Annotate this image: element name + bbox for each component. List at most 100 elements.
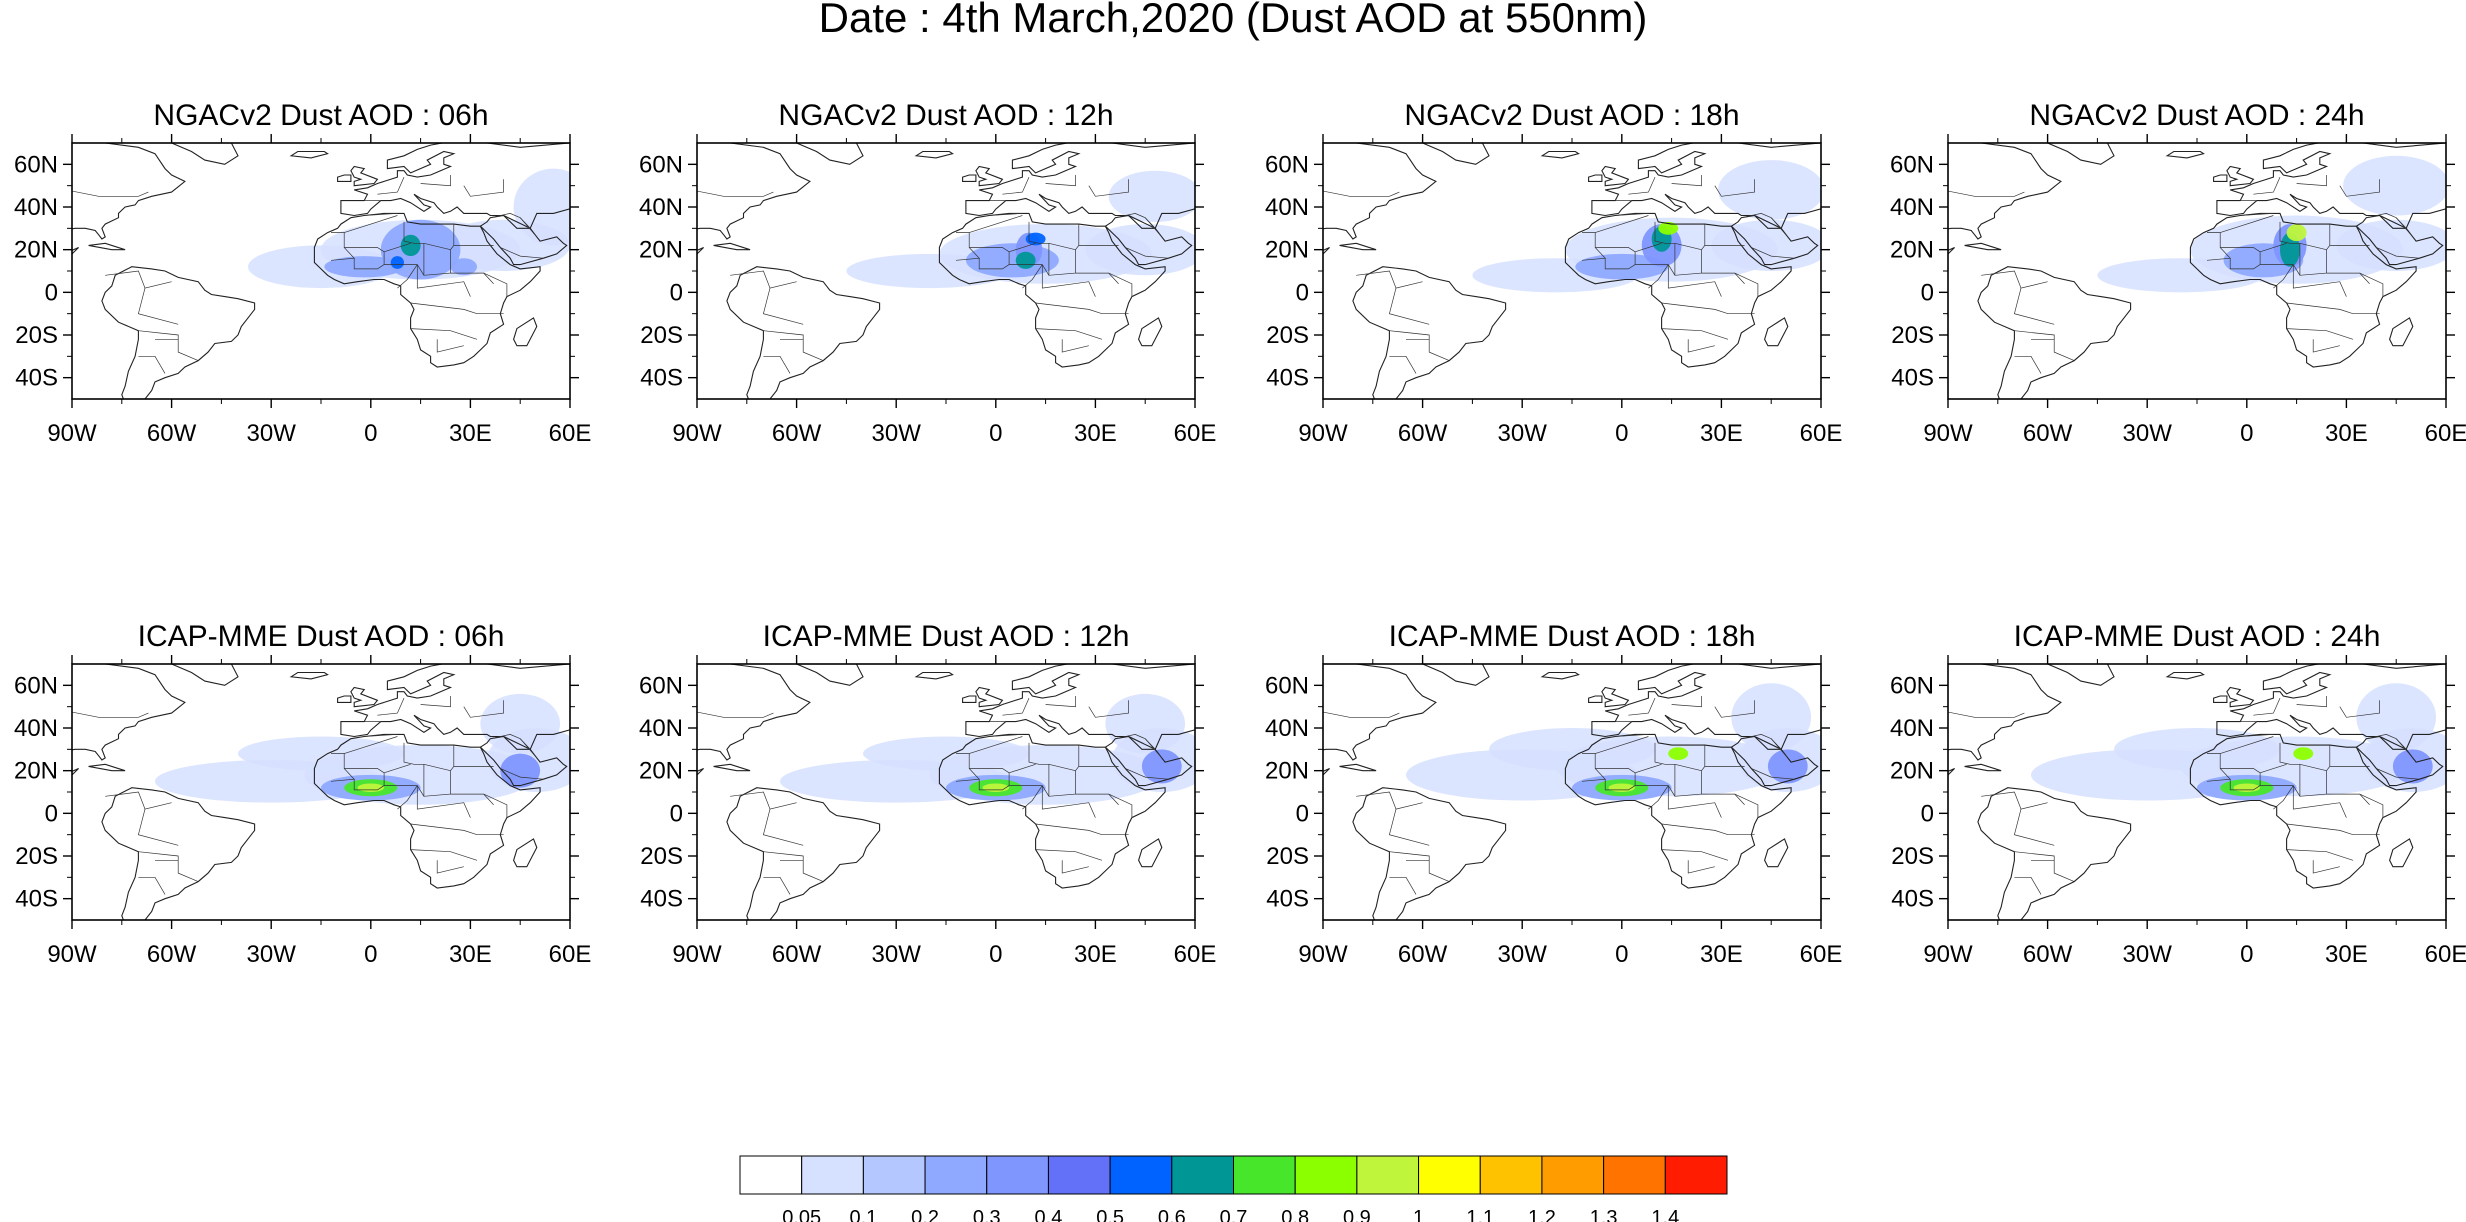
coastline-uk: [350, 686, 379, 708]
coastline-cuba: [88, 763, 126, 772]
colorbar-label: 0.7: [1220, 1207, 1248, 1222]
country-border: [763, 851, 824, 882]
country-border: [397, 785, 418, 810]
country-border: [1035, 302, 1129, 315]
country-border: [1667, 785, 1722, 818]
coastline-uk: [2226, 165, 2255, 187]
coastline-greenland: [796, 664, 864, 686]
coastline-greenland: [171, 143, 239, 165]
coastline-europe: [2216, 143, 2446, 229]
coastlines: [72, 143, 570, 399]
coastline-cuba: [1339, 242, 1377, 251]
aod-contour: [1668, 747, 1689, 760]
map-area: [1948, 143, 2446, 399]
coastline-ireland: [337, 695, 352, 703]
lat-tick-label: 0: [45, 279, 58, 306]
lat-tick-label: 40N: [14, 194, 58, 221]
lon-tick-label: 60W: [2023, 420, 2073, 447]
country-border: [1734, 272, 1759, 297]
country-border: [2286, 328, 2354, 340]
lon-tick-label: 60E: [549, 420, 592, 447]
country-border: [1125, 768, 1169, 780]
coastline-africa: [2189, 733, 2417, 889]
coastline-ireland: [2213, 174, 2228, 182]
lat-tick-label: 20N: [1265, 758, 1309, 785]
coastline-iceland: [914, 671, 954, 680]
aod-contour: [1105, 693, 1186, 754]
lon-tick-label: 30E: [449, 420, 492, 447]
country-border: [2292, 785, 2347, 818]
aod-contour: [1489, 728, 1655, 771]
coastline-uk: [2226, 686, 2255, 708]
aod-contour: [400, 234, 421, 257]
colorbar-swatch: [1356, 1155, 1420, 1195]
colorbar-swatch: [1603, 1155, 1666, 1195]
coastline-ireland: [962, 174, 977, 182]
lon-tick-label: 0: [989, 941, 1002, 968]
country-border: [1035, 849, 1103, 861]
lon-tick-label: 30E: [1700, 420, 1743, 447]
lon-tick-label: 30W: [247, 941, 297, 968]
lon-tick-label: 60E: [1800, 941, 1843, 968]
coastline-southamerica: [1352, 266, 1507, 399]
coastlines: [72, 664, 570, 920]
colorbar-label: 0.3: [973, 1207, 1001, 1222]
coastline-madagascar: [2389, 317, 2414, 347]
lat-tick-label: 60N: [1265, 672, 1309, 699]
country-border: [420, 696, 451, 708]
coastline-cuba: [1964, 763, 2002, 772]
country-border: [383, 242, 411, 253]
country-border: [2220, 768, 2261, 786]
colorbar-label: 1.3: [1590, 1207, 1618, 1222]
coastline-iceland: [2165, 671, 2205, 680]
colorbar-label: 1: [1413, 1207, 1424, 1222]
lat-tick-label: 0: [1296, 800, 1309, 827]
country-border: [519, 217, 538, 238]
axis-ticks: 90W 60W 30W 0 30E 60E 60N 40N 20N 0 20S 40S: [639, 134, 1216, 447]
aod-contour: [1025, 232, 1046, 246]
country-border: [1108, 793, 1133, 818]
coastline-greenland: [171, 664, 239, 686]
figure-title: Date : 4th March,2020 (Dust AOD at 550nm…: [819, 0, 1648, 41]
lat-tick-label: 20S: [640, 843, 683, 870]
axis-ticks: 90W 60W 30W 0 30E 60E 60N 40N 20N 0 20S 40S: [1265, 655, 1842, 968]
coastline-madagascar: [1764, 317, 1789, 347]
aod-contour: [238, 736, 404, 771]
colorbar-label: 1.2: [1528, 1207, 1556, 1222]
country-border: [344, 736, 398, 754]
coastline-southamerica: [1352, 787, 1507, 920]
axis-ticks: 90W 60W 30W 0 30E 60E 60N 40N 20N 0 20S 40S: [14, 655, 591, 968]
colorbar-swatch: [801, 1155, 864, 1195]
country-border: [2240, 734, 2274, 737]
lat-tick-label: 40S: [15, 886, 58, 913]
coastline-southamerica: [726, 787, 881, 920]
lon-tick-label: 0: [2240, 941, 2253, 968]
country-border: [353, 258, 385, 270]
country-border: [483, 272, 508, 297]
panel-title: ICAP-MME Dust AOD : 24h: [2014, 620, 2381, 653]
coastline-ireland: [962, 695, 977, 703]
map-area: [1323, 143, 1821, 399]
country-border: [2013, 809, 2055, 846]
country-border: [2240, 213, 2274, 216]
country-border: [137, 288, 179, 325]
lat-tick-label: 60N: [1890, 151, 1934, 178]
lon-tick-label: 30W: [872, 420, 922, 447]
coastline-iceland: [289, 150, 329, 159]
coastline-africa: [1564, 212, 1792, 368]
colorbar-label: 0.4: [1035, 1207, 1063, 1222]
country-border: [2220, 247, 2261, 265]
coastline-madagascar: [513, 317, 538, 347]
aod-contour: [480, 693, 561, 754]
country-border: [1770, 217, 1789, 238]
coastline-africa: [313, 212, 541, 368]
country-border: [383, 763, 411, 774]
country-border: [423, 243, 494, 276]
colorbar-label: 1.1: [1466, 1207, 1494, 1222]
country-border: [1048, 243, 1119, 276]
aod-contour: [2343, 155, 2446, 216]
country-border: [1687, 339, 1715, 353]
country-border: [1615, 734, 1649, 737]
country-border: [2286, 849, 2354, 861]
colorbar-label: 0.1: [849, 1207, 877, 1222]
